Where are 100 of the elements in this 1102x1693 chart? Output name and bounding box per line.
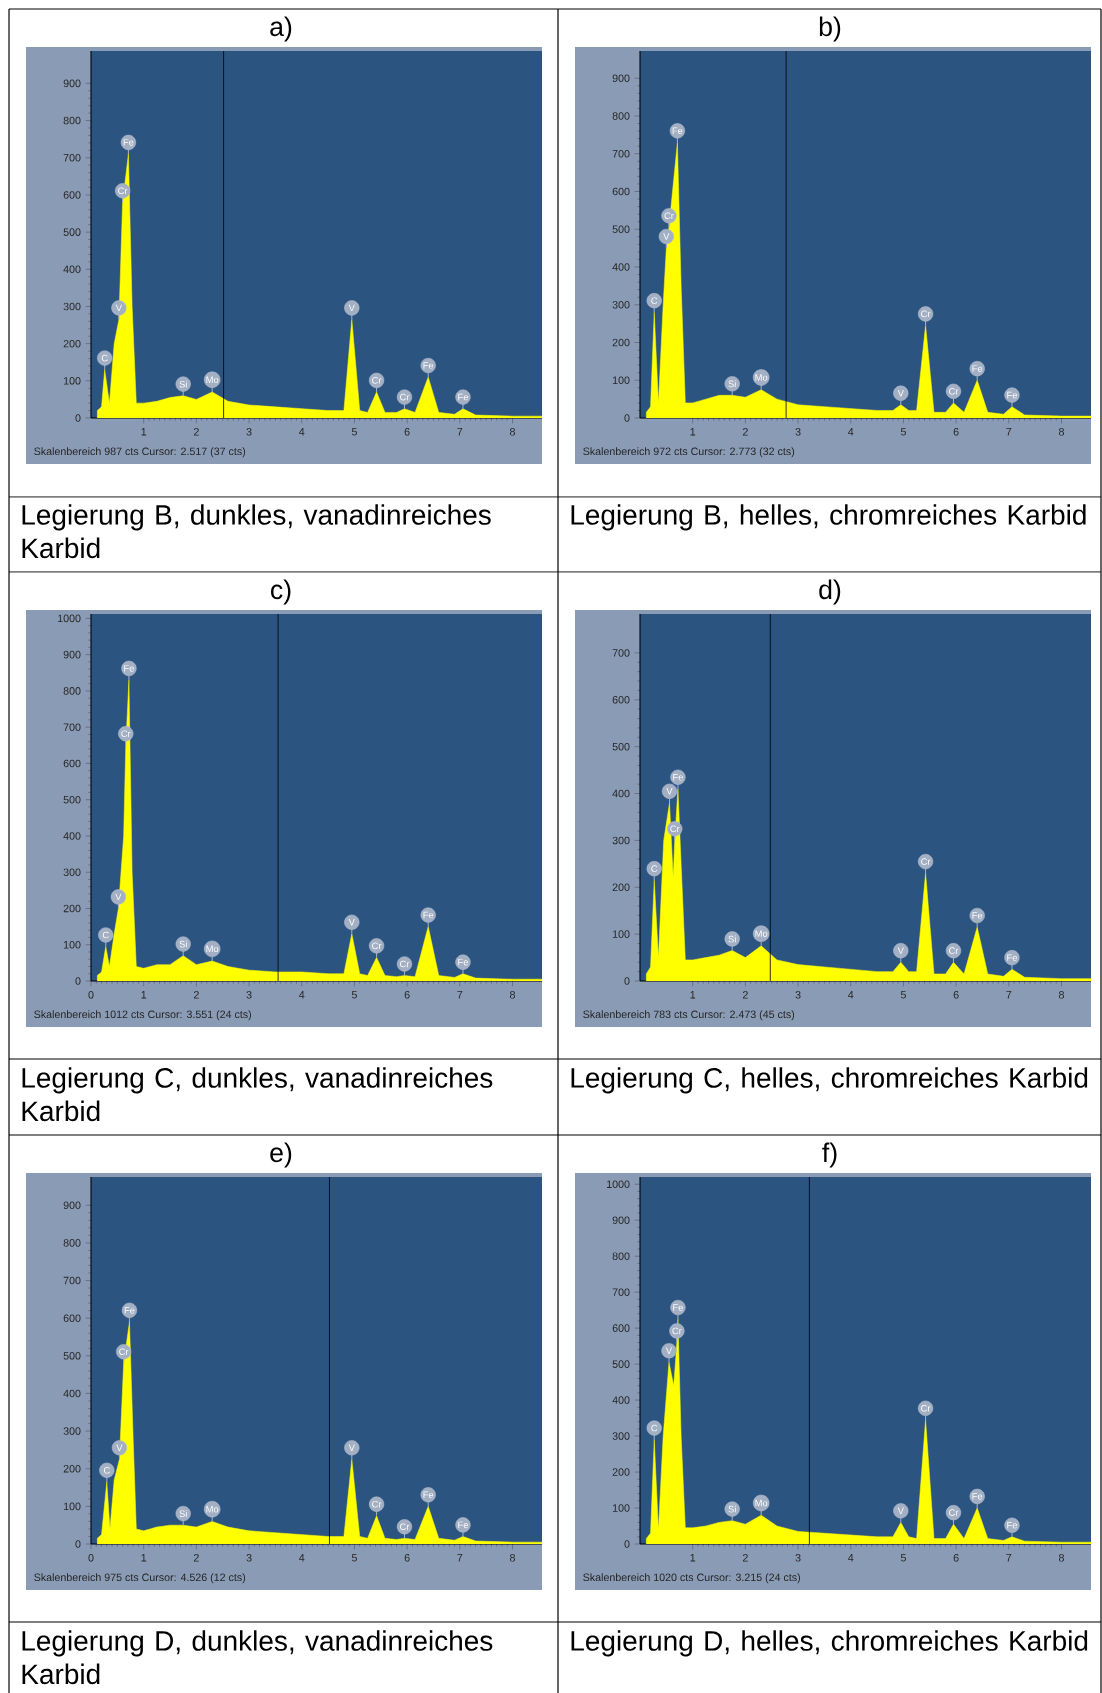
x-tick-label: 4 (848, 991, 854, 999)
y-tick-label: 600 (63, 1314, 81, 1322)
annotation: Fe (1007, 391, 1017, 399)
annotation: C (102, 931, 109, 939)
y-tick-label: 500 (612, 225, 630, 234)
y-tick-label: 0 (75, 977, 81, 985)
annotation: Fe (972, 365, 983, 372)
annotation: Fe (423, 911, 434, 919)
annotation: Mo (206, 1505, 219, 1513)
y-tick-label: 500 (612, 1360, 630, 1368)
chart-title: d) (819, 579, 841, 605)
text: Legierung C, dunkles, vanadinreiches Karbid (22, 1067, 493, 1122)
y-tick-label: 600 (63, 759, 81, 768)
annotation: Fe (672, 127, 683, 135)
annotation: C (101, 354, 108, 362)
annotation: Cr (672, 1327, 682, 1335)
annotation: Cr (664, 212, 674, 220)
chart-title: e) (270, 1142, 292, 1168)
x-tick-label: 3 (795, 1554, 801, 1562)
annotation: Cr (400, 393, 410, 401)
y-tick-label: 300 (63, 1427, 81, 1435)
annotation: Fe (972, 1493, 983, 1500)
y-tick-label: 100 (63, 377, 81, 385)
x-tick-label: 6 (953, 1554, 959, 1562)
text: Legierung D, dunkles, vanadinreiches Karbid (22, 1630, 493, 1685)
annotation: Cr (400, 1523, 410, 1531)
annotation: Fe (123, 139, 134, 146)
x-tick-label: 8 (1059, 1554, 1064, 1562)
annotation: Fe (124, 1307, 135, 1314)
x-tick-label: 6 (404, 991, 410, 999)
y-tick-label: 0 (624, 414, 630, 422)
annotation: Si (728, 935, 736, 943)
x-tick-label: 4 (299, 991, 305, 999)
x-tick-label: 8 (510, 991, 515, 999)
x-tick-label: 2 (193, 428, 199, 436)
text: Skalenbereich 975 cts Cursor: 4.526 (12 cts) (34, 1573, 246, 1584)
annotation: V (116, 1444, 123, 1451)
x-tick-label: 8 (1058, 428, 1064, 436)
y-tick-label: 900 (612, 74, 630, 82)
annotation: Cr (949, 947, 959, 954)
x-tick-label: 4 (848, 1554, 854, 1562)
y-tick-label: 100 (63, 940, 81, 949)
text: Skalenbereich 783 cts Cursor: 2.473 (45 cts) (583, 1010, 795, 1021)
y-tick-label: 500 (63, 795, 81, 804)
x-tick-label: 6 (953, 428, 959, 436)
x-tick-label: 2 (742, 428, 748, 436)
y-tick-label: 900 (612, 1216, 630, 1224)
annotation: Cr (670, 825, 680, 833)
y-tick-label: 0 (75, 1540, 81, 1548)
x-tick-label: 7 (457, 991, 463, 999)
x-tick-label: 7 (457, 428, 463, 436)
annotation: C (651, 1424, 658, 1432)
y-tick-label: 200 (612, 338, 630, 347)
annotation: Fe (1007, 1521, 1017, 1529)
annotation: C (103, 1467, 110, 1474)
annotation: Si (728, 1505, 736, 1513)
y-tick-label: 100 (612, 1504, 630, 1512)
y-tick-label: 800 (612, 1252, 630, 1260)
text: Skalenbereich 1012 cts Cursor: 3.551 (24 cts) (34, 1010, 251, 1021)
annotation: V (897, 1507, 904, 1515)
x-tick-label: 8 (509, 1554, 515, 1562)
x-tick-label: 4 (299, 428, 305, 436)
text: Skalenbereich 972 cts Cursor: 2.773 (32 cts) (583, 447, 795, 458)
y-tick-label: 800 (612, 112, 630, 120)
annotation: Cr (118, 187, 128, 195)
annotation: Cr (119, 1348, 129, 1356)
y-tick-label: 700 (63, 1276, 81, 1285)
chart-title: a) (270, 16, 292, 42)
x-tick-label: 5 (900, 991, 906, 999)
annotation: V (348, 919, 355, 926)
annotation: C (651, 297, 658, 304)
x-tick-label: 3 (246, 428, 252, 436)
annotation: Mo (206, 945, 219, 953)
annotation: Cr (949, 1509, 959, 1516)
annotation: Fe (673, 773, 683, 781)
annotation: Mo (755, 1499, 768, 1507)
y-tick-label: 500 (63, 228, 81, 236)
annotation: Cr (921, 1404, 931, 1412)
x-tick-label: 2 (193, 1554, 199, 1562)
x-tick-label: 3 (795, 991, 801, 999)
x-tick-label: 7 (1006, 991, 1012, 999)
annotation: V (115, 304, 122, 312)
y-tick-label: 400 (612, 789, 630, 798)
x-tick-label: 3 (795, 428, 801, 436)
x-tick-label: 0 (88, 991, 94, 999)
annotation: Fe (423, 1491, 434, 1499)
y-tick-label: 300 (612, 300, 630, 309)
y-tick-label: 300 (63, 868, 81, 876)
x-tick-label: 0 (88, 1554, 94, 1562)
y-tick-label: 100 (612, 930, 630, 938)
y-tick-label: 900 (63, 1201, 81, 1210)
x-tick-label: 5 (900, 428, 906, 436)
text: Legierung B, dunkles, vanadinreiches Karbid (22, 504, 491, 559)
y-tick-label: 400 (63, 832, 81, 840)
annotation: Cr (372, 1500, 382, 1508)
y-tick-label: 800 (63, 687, 81, 695)
annotation: Cr (372, 377, 382, 384)
x-tick-label: 5 (351, 1554, 357, 1562)
x-tick-label: 1 (690, 1554, 696, 1562)
y-tick-label: 100 (63, 1502, 81, 1511)
